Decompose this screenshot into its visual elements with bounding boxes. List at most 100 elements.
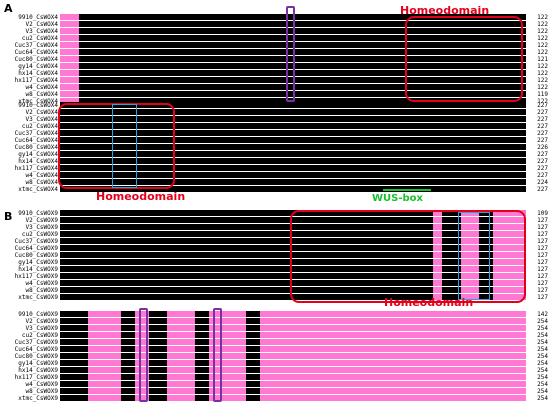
sequence-name: Cuc64_CsWOX9 bbox=[14, 346, 58, 353]
position-number: 227 bbox=[537, 165, 548, 172]
alignment-shade bbox=[60, 381, 88, 387]
position-number: 254 bbox=[537, 388, 548, 395]
position-number: 254 bbox=[537, 325, 548, 332]
alignment-shade bbox=[460, 259, 480, 265]
alignment-shade bbox=[134, 374, 149, 380]
conserved-site-box-b1 bbox=[139, 308, 148, 402]
alignment-shade bbox=[87, 325, 121, 331]
alignment-shade bbox=[302, 388, 526, 394]
position-number: 122 bbox=[537, 35, 548, 42]
alignment-shade bbox=[442, 259, 461, 265]
panel-b-block2-alignment bbox=[60, 311, 526, 402]
alignment-shade bbox=[209, 325, 247, 331]
alignment-shade bbox=[442, 266, 461, 272]
alignment-shade bbox=[167, 360, 196, 366]
alignment-shade bbox=[148, 346, 168, 352]
alignment-shade bbox=[120, 381, 135, 387]
alignment-shade bbox=[442, 224, 461, 230]
position-number: 254 bbox=[537, 353, 548, 360]
alignment-shade bbox=[87, 318, 121, 324]
position-number: 122 bbox=[537, 98, 548, 105]
alignment-shade bbox=[60, 395, 88, 401]
alignment-shade bbox=[60, 217, 433, 223]
alignment-shade bbox=[479, 294, 494, 300]
sequence-name: gy14_CsWOX9 bbox=[18, 360, 58, 367]
sequence-name: w8_CsWOX4 bbox=[25, 91, 58, 98]
alignment-shade bbox=[493, 224, 526, 230]
alignment-shade bbox=[60, 35, 79, 41]
alignment-shade bbox=[120, 311, 135, 317]
alignment-shade bbox=[460, 224, 480, 230]
sequence-name: 9910_CsWOX9 bbox=[18, 210, 58, 217]
alignment-shade bbox=[195, 332, 210, 338]
alignment-shade bbox=[195, 395, 210, 401]
alignment-shade bbox=[60, 280, 433, 286]
panel-a-block1-names: 9910_CsWOX4 V2_CsWOX4 V3_CsWOX4 cu2_CsWO… bbox=[6, 14, 58, 105]
alignment-shade bbox=[260, 381, 303, 387]
alignment-shade bbox=[148, 388, 168, 394]
alignment-shade bbox=[302, 381, 526, 387]
alignment-shade bbox=[60, 56, 79, 62]
alignment-shade bbox=[260, 325, 303, 331]
alignment-shade bbox=[167, 346, 196, 352]
alignment-shade bbox=[442, 252, 461, 258]
alignment-shade bbox=[120, 332, 135, 338]
sequence-name: V3_CsWOX9 bbox=[25, 224, 58, 231]
position-number: 119 bbox=[537, 91, 548, 98]
alignment-shade bbox=[460, 252, 480, 258]
alignment-shade bbox=[195, 339, 210, 345]
alignment-shade bbox=[78, 91, 526, 97]
position-number: 122 bbox=[537, 49, 548, 56]
alignment-shade bbox=[209, 395, 247, 401]
alignment-shade bbox=[260, 353, 303, 359]
sequence-name: V2_CsWOX9 bbox=[25, 318, 58, 325]
motif-box bbox=[112, 104, 137, 188]
sequence-name: 9910_CsWOX4 bbox=[18, 102, 58, 109]
alignment-shade bbox=[442, 231, 461, 237]
alignment-shade bbox=[60, 158, 526, 164]
position-number: 127 bbox=[537, 280, 548, 287]
sequence-name: V3_CsWOX4 bbox=[25, 28, 58, 35]
alignment-shade bbox=[246, 367, 261, 373]
alignment-shade bbox=[120, 395, 135, 401]
sequence-name: hx14_CsWOX4 bbox=[18, 158, 58, 165]
alignment-shade bbox=[134, 325, 149, 331]
alignment-shade bbox=[442, 294, 461, 300]
position-number: 142 bbox=[537, 311, 548, 318]
alignment-shade bbox=[460, 266, 480, 272]
alignment-shade bbox=[432, 273, 443, 279]
motif-box-b bbox=[458, 212, 490, 300]
alignment-shade bbox=[120, 360, 135, 366]
alignment-shade bbox=[60, 353, 88, 359]
alignment-shade bbox=[167, 395, 196, 401]
alignment-shade bbox=[134, 367, 149, 373]
alignment-shade bbox=[60, 252, 433, 258]
alignment-shade bbox=[60, 311, 88, 317]
panel-b-block2-positions: 142 254 254 254 254 254 254 254 254 254 … bbox=[526, 311, 548, 402]
alignment-shade bbox=[479, 245, 494, 251]
position-number: 122 bbox=[537, 14, 548, 21]
panel-b-letter: B bbox=[4, 210, 13, 223]
sequence-name: gy14_CsWOX9 bbox=[18, 259, 58, 266]
alignment-shade bbox=[78, 56, 526, 62]
alignment-shade bbox=[167, 318, 196, 324]
alignment-shade bbox=[493, 287, 526, 293]
alignment-shade bbox=[209, 353, 247, 359]
alignment-shade bbox=[120, 367, 135, 373]
alignment-shade bbox=[87, 374, 121, 380]
homeodomain-box-b bbox=[290, 210, 526, 303]
alignment-shade bbox=[60, 179, 526, 185]
alignment-shade bbox=[60, 63, 79, 69]
alignment-shade bbox=[60, 210, 433, 216]
alignment-shade bbox=[493, 259, 526, 265]
alignment-shade bbox=[167, 388, 196, 394]
alignment-shade bbox=[78, 14, 526, 20]
alignment-shade bbox=[246, 395, 261, 401]
alignment-shade bbox=[167, 332, 196, 338]
alignment-shade bbox=[260, 332, 303, 338]
alignment-shade bbox=[60, 116, 526, 122]
position-number: 254 bbox=[537, 360, 548, 367]
alignment-shade bbox=[260, 346, 303, 352]
alignment-shade bbox=[60, 14, 79, 20]
panel-a: A 9910_CsWOX4 V2_CsWOX4 V3_CsWOX4 cu2_Cs… bbox=[0, 0, 550, 204]
